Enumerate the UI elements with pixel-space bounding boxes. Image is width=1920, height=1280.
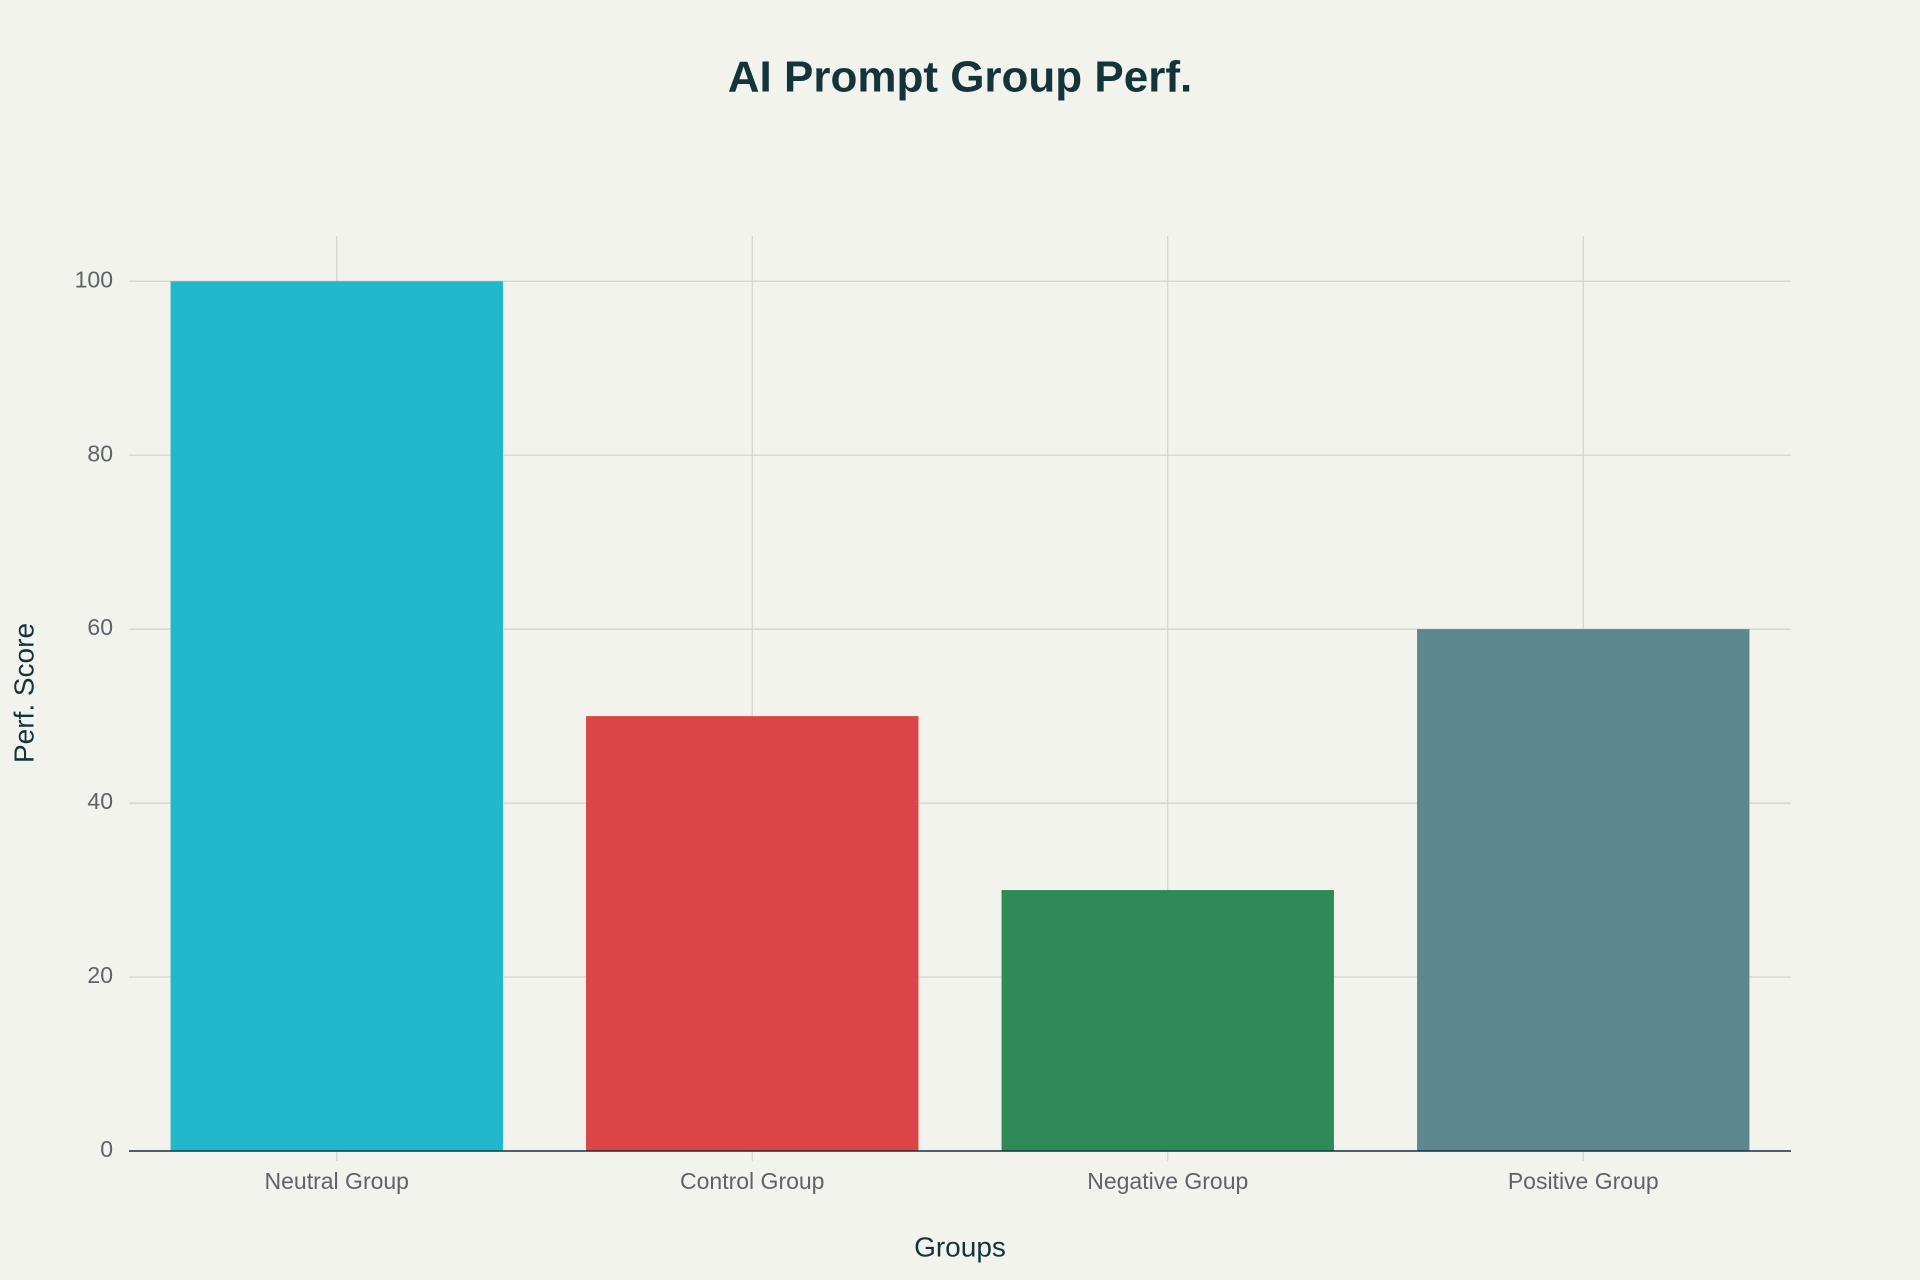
bar xyxy=(170,281,503,1151)
y-tick-label: 80 xyxy=(87,440,113,466)
y-tick-label: 40 xyxy=(87,788,113,814)
x-tick-label: Neutral Group xyxy=(265,1168,409,1194)
y-tick-label: 0 xyxy=(100,1136,113,1162)
y-tick-label: 100 xyxy=(75,266,113,292)
chart-title: AI Prompt Group Perf. xyxy=(728,53,1192,102)
x-tick-label: Negative Group xyxy=(1087,1168,1248,1194)
bar xyxy=(1001,890,1334,1151)
bar xyxy=(1417,629,1750,1151)
y-axis-title: Perf. Score xyxy=(8,623,39,763)
bar xyxy=(586,716,919,1151)
y-tick-label: 20 xyxy=(87,962,113,988)
x-tick-label: Positive Group xyxy=(1508,1168,1659,1194)
y-tick-label: 60 xyxy=(87,614,113,640)
x-axis-title: Groups xyxy=(914,1231,1006,1262)
x-tick-label: Control Group xyxy=(680,1168,824,1194)
